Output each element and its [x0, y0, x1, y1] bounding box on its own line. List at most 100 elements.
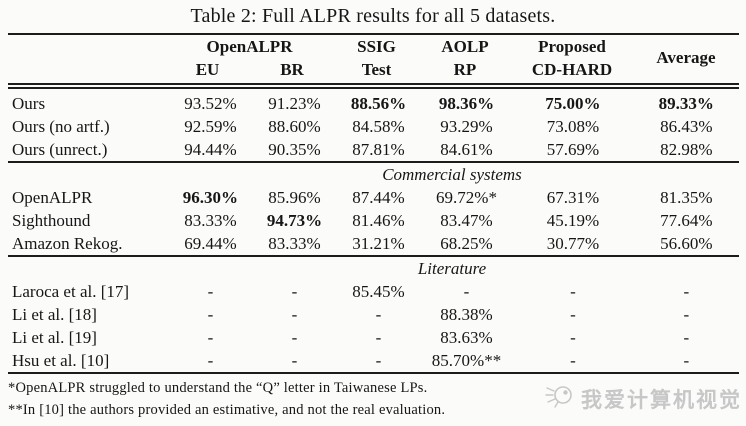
cell-br: -	[291, 328, 298, 347]
header-openalpr: OpenALPR	[206, 37, 293, 56]
cell-aolp: 88.38%	[440, 305, 493, 324]
row-label: Amazon Rekog.	[12, 234, 123, 253]
cell-average: 86.43%	[660, 117, 713, 136]
header-proposed-line2: CD-HARD	[531, 60, 613, 79]
cell-average: 77.64%	[660, 211, 713, 230]
cell-aolp: 83.63%	[440, 328, 493, 347]
row-label: Sighthound	[12, 211, 91, 230]
cell-ssig: 87.81%	[352, 140, 405, 159]
cell-ssig: 87.44%	[352, 188, 405, 207]
header-average: Average	[656, 48, 716, 67]
header-openalpr-group: OpenALPR EU BR	[165, 35, 334, 81]
table-row-li-19: Li et al. [19] - - - 83.63% - -	[8, 326, 739, 349]
cell-aolp: -	[463, 282, 470, 301]
section-rule-literature	[8, 255, 739, 257]
cell-ssig: -	[375, 351, 382, 370]
cell-eu: 83.33%	[184, 211, 237, 230]
header-proposed-line1: Proposed	[538, 37, 606, 56]
section-rule-commercial	[8, 161, 739, 163]
cell-average: 82.98%	[660, 140, 713, 159]
cell-cdhard: 30.77%	[546, 234, 600, 253]
table-caption: Table 2: Full ALPR results for all 5 dat…	[190, 5, 556, 27]
row-label: Ours (no artf.)	[12, 117, 110, 136]
cell-br: -	[291, 351, 298, 370]
cell-br: 91.23%	[268, 94, 321, 113]
table-row-ours: Ours 93.52% 91.23% 88.56% 98.36% 75.00% …	[8, 92, 739, 115]
cell-eu: -	[207, 282, 214, 301]
header-proposed: Proposed CD-HARD	[511, 35, 633, 81]
header-eu: EU	[195, 60, 220, 79]
row-label: Li et al. [19]	[12, 328, 97, 347]
cell-eu: 94.44%	[184, 140, 237, 159]
cell-aolp: 83.47%	[440, 211, 493, 230]
results-table: OpenALPR EU BR SSIG Test AOLP RP Propose…	[8, 33, 739, 374]
cell-aolp: 69.72%*	[436, 188, 497, 207]
cell-average: 89.33%	[658, 94, 714, 113]
header-ssig-line2: Test	[361, 60, 392, 79]
table-row-openalpr: OpenALPR 96.30% 85.96% 87.44% 69.72%* 67…	[8, 186, 739, 209]
header-br: BR	[280, 60, 304, 79]
table-row-laroca: Laroca et al. [17] - - 85.45% - - -	[8, 280, 739, 303]
cell-average: -	[683, 351, 690, 370]
table-row-sighthound: Sighthound 83.33% 94.73% 81.46% 83.47% 4…	[8, 209, 739, 232]
cell-eu: -	[207, 351, 214, 370]
cell-eu: 92.59%	[184, 117, 237, 136]
cell-br: 90.35%	[268, 140, 321, 159]
table-row-ours-unrect: Ours (unrect.) 94.44% 90.35% 87.81% 84.6…	[8, 138, 739, 161]
bottom-rule	[8, 372, 739, 374]
cell-ssig: 88.56%	[350, 94, 407, 113]
header-empty	[8, 35, 165, 81]
row-label: Ours	[12, 94, 46, 113]
cell-br: 88.60%	[268, 117, 321, 136]
cell-eu: 69.44%	[184, 234, 237, 253]
section-title: Commercial systems	[382, 165, 522, 184]
header-ssig-line1: SSIG	[357, 37, 396, 56]
header-aolp-line2: RP	[453, 60, 477, 79]
table-row-amazon-rekog: Amazon Rekog. 69.44% 83.33% 31.21% 68.25…	[8, 232, 739, 255]
cell-aolp: 98.36%	[438, 94, 495, 113]
cell-br: -	[291, 282, 298, 301]
cell-br: 85.96%	[268, 188, 321, 207]
cell-aolp: 85.70%**	[431, 351, 502, 370]
header-aolp-line1: AOLP	[441, 37, 489, 56]
cell-eu: -	[207, 328, 214, 347]
cell-average: 56.60%	[660, 234, 713, 253]
cell-cdhard: 75.00%	[545, 94, 601, 113]
table-row-ours-no-artf: Ours (no artf.) 92.59% 88.60% 84.58% 93.…	[8, 115, 739, 138]
cell-ssig: 31.21%	[352, 234, 405, 253]
cv-logo-icon	[544, 380, 576, 417]
cell-aolp: 93.29%	[440, 117, 493, 136]
table-header: OpenALPR EU BR SSIG Test AOLP RP Propose…	[8, 35, 739, 81]
header-ssig: SSIG Test	[334, 35, 419, 81]
cell-eu: -	[207, 305, 214, 324]
row-label: Hsu et al. [10]	[12, 351, 110, 370]
section-heading-commercial: Commercial systems	[8, 163, 739, 186]
cell-eu: 96.30%	[182, 188, 239, 207]
header-aolp: AOLP RP	[419, 35, 511, 81]
cell-ssig: -	[375, 305, 382, 324]
cell-average: 81.35%	[660, 188, 713, 207]
section-heading-literature: Literature	[8, 257, 739, 280]
footnote-asterisk: *OpenALPR struggled to understand the “Q…	[8, 380, 428, 396]
cell-ssig: -	[375, 328, 382, 347]
cell-ssig: 81.46%	[352, 211, 405, 230]
cell-average: -	[683, 305, 690, 324]
top-rule	[8, 33, 739, 35]
row-label: Ours (unrect.)	[12, 140, 108, 159]
cell-average: -	[683, 328, 690, 347]
cell-aolp: 84.61%	[440, 140, 493, 159]
cell-br: 94.73%	[266, 211, 323, 230]
table-footnotes: *OpenALPR struggled to understand the “Q…	[8, 377, 445, 421]
cell-cdhard: -	[570, 305, 576, 324]
table-row-hsu: Hsu et al. [10] - - - 85.70%** - -	[8, 349, 739, 372]
cell-cdhard: 45.19%	[546, 211, 600, 230]
cell-cdhard: 73.08%	[546, 117, 600, 136]
row-label: Laroca et al. [17]	[12, 282, 130, 301]
row-label: Li et al. [18]	[12, 305, 97, 324]
cell-cdhard: -	[570, 351, 576, 370]
footnote-double-asterisk: **In [10] the authors provided an estima…	[8, 402, 446, 418]
cell-average: -	[683, 282, 690, 301]
cell-aolp: 68.25%	[440, 234, 493, 253]
row-label: OpenALPR	[12, 188, 93, 207]
